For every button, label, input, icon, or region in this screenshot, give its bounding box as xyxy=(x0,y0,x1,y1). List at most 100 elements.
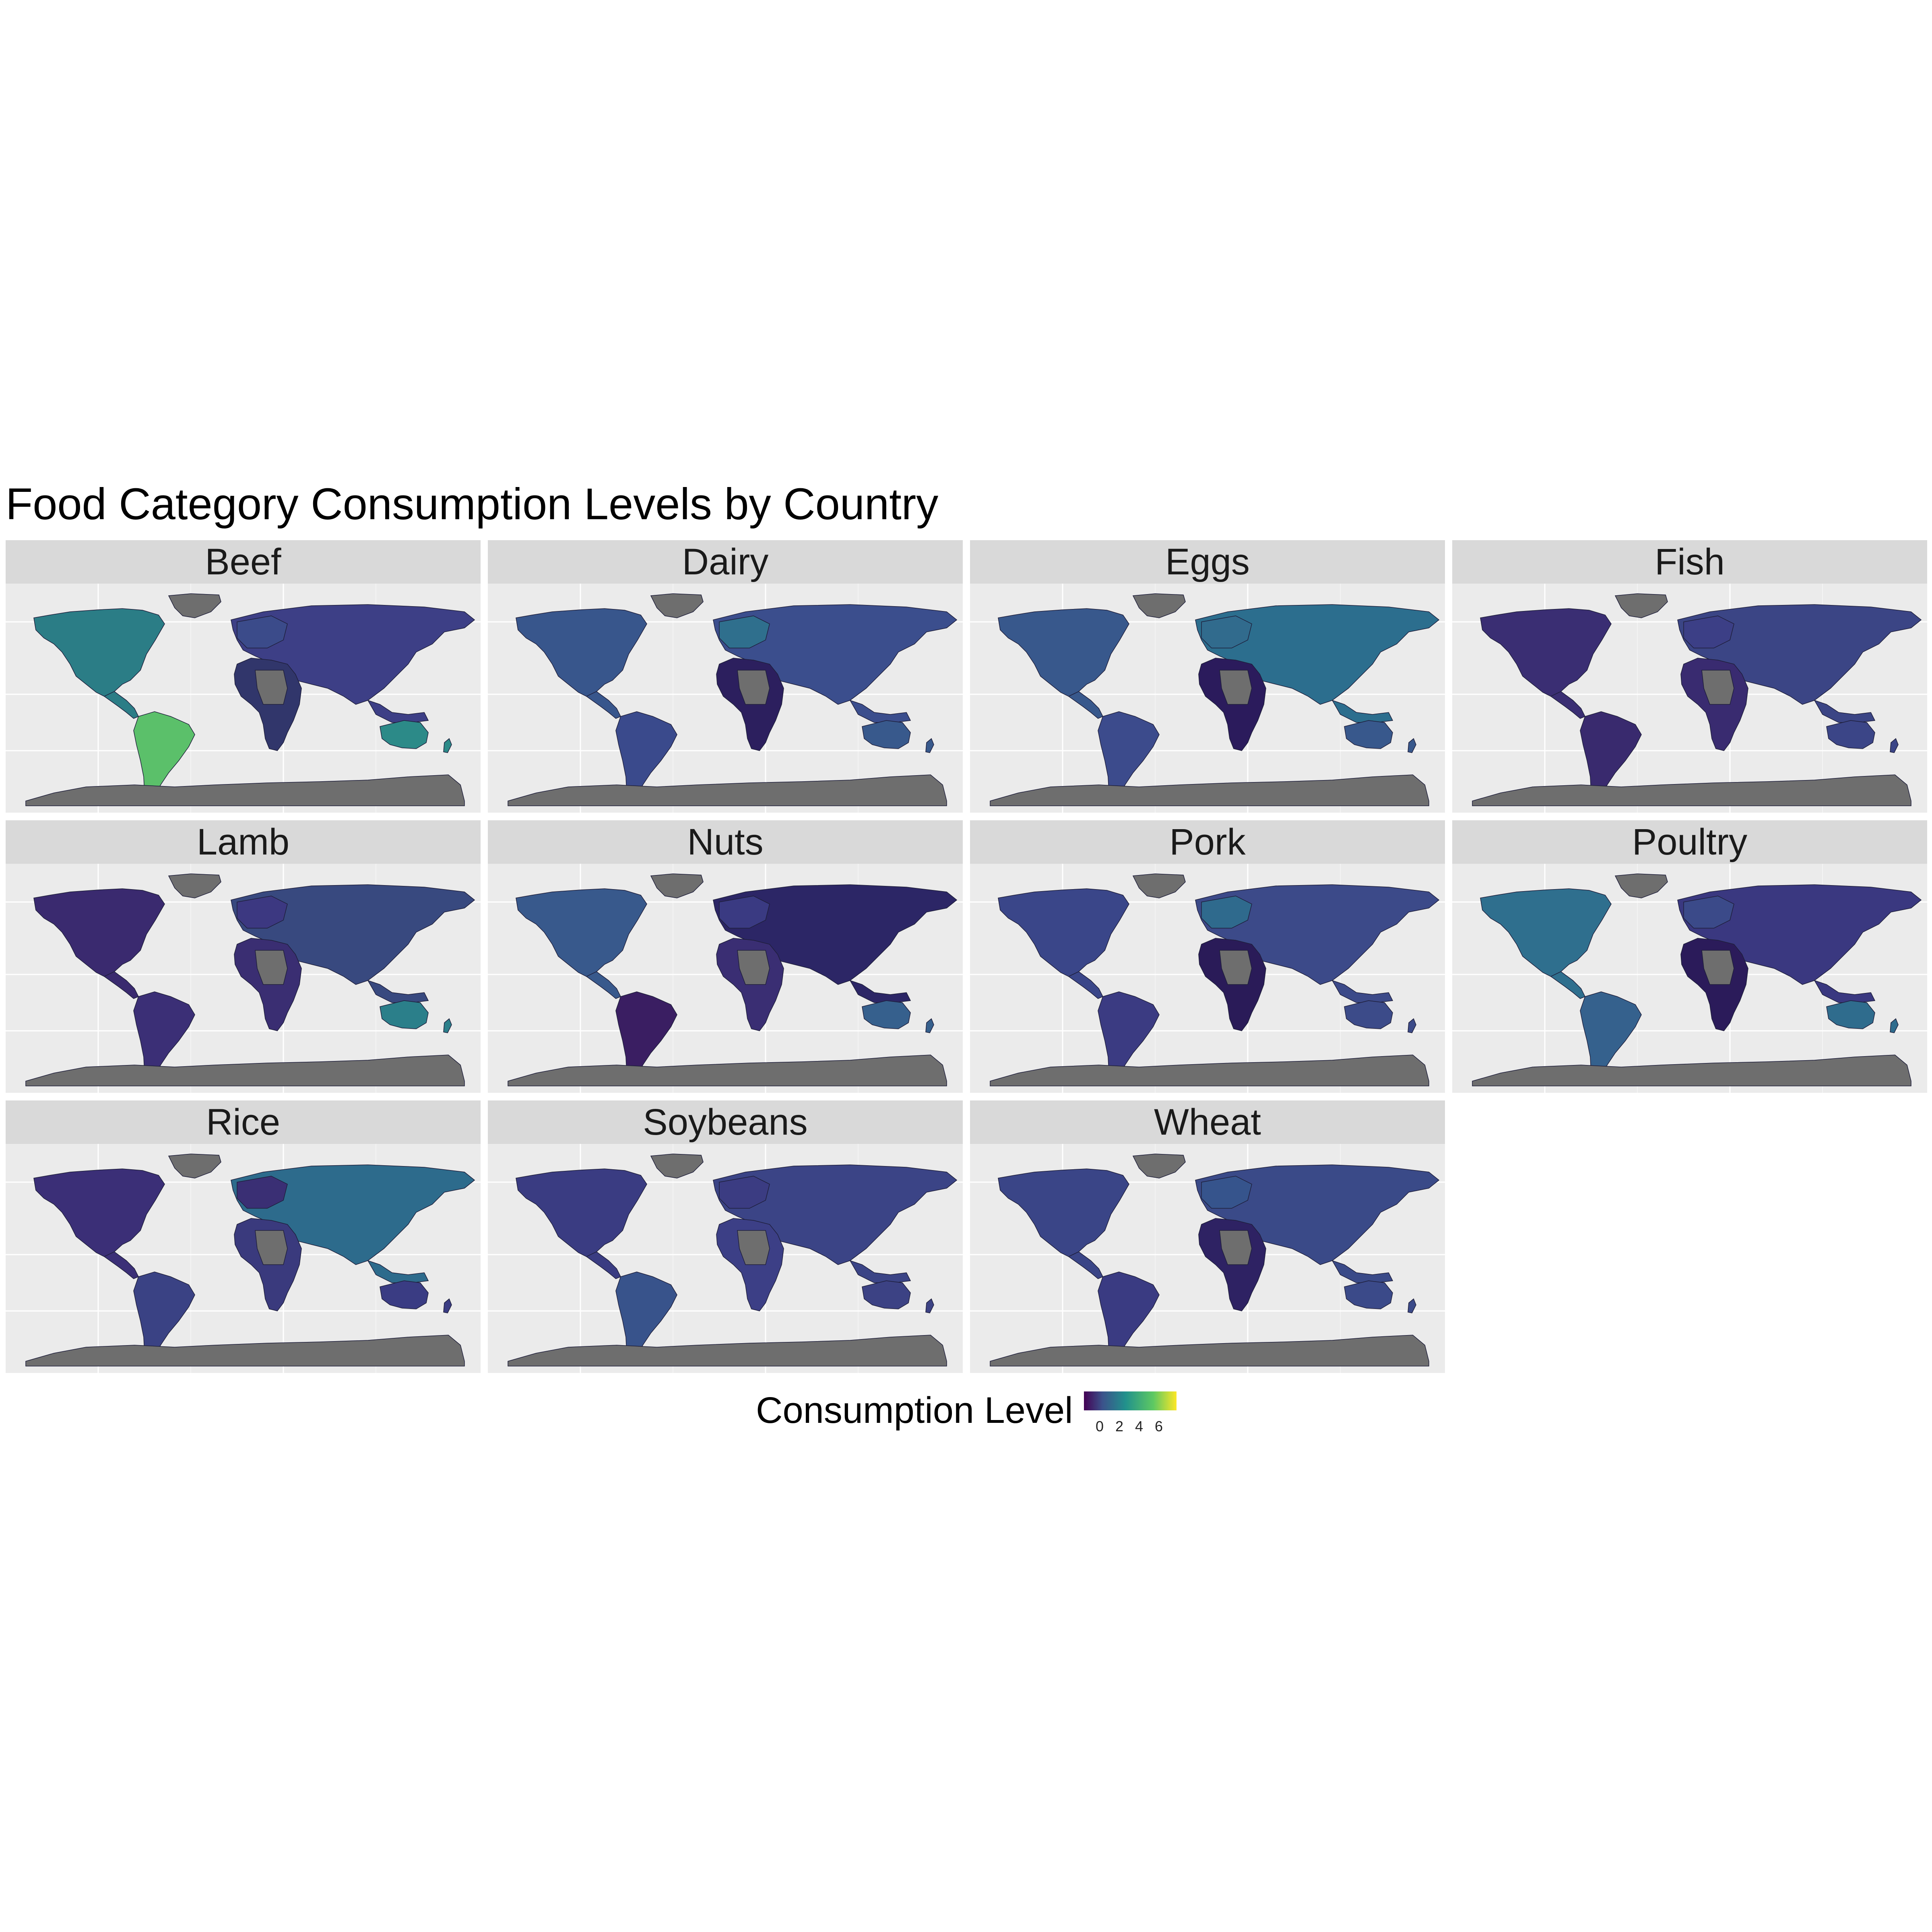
region-europe xyxy=(1201,615,1252,648)
region-greenland xyxy=(1614,593,1668,618)
region-north-america xyxy=(33,888,165,977)
facet-strip-label: Dairy xyxy=(488,540,963,584)
facet-panel: Lamb xyxy=(6,820,481,1093)
region-europe xyxy=(237,615,288,648)
region-north-america xyxy=(998,1168,1129,1257)
region-central-america xyxy=(103,1251,139,1279)
region-antarctica xyxy=(990,774,1429,806)
facet-map-plot xyxy=(488,1144,963,1373)
region-oceania xyxy=(1826,1000,1875,1029)
region-central-america xyxy=(1068,691,1104,719)
region-antarctica xyxy=(508,1055,947,1086)
legend-title: Consumption Level xyxy=(756,1390,1073,1431)
region-europe xyxy=(1201,1176,1252,1209)
facet-strip-label: Wheat xyxy=(970,1100,1445,1144)
legend-tick: 4 xyxy=(1135,1418,1144,1435)
region-oceania xyxy=(862,1000,911,1029)
region-oceania xyxy=(380,720,429,749)
region-central-america xyxy=(586,691,621,719)
facet-strip-label: Eggs xyxy=(970,540,1445,584)
region-southeast-asia xyxy=(1331,1260,1393,1283)
region-north-america xyxy=(33,1168,165,1257)
legend-colorbar xyxy=(1084,1391,1177,1410)
region-greenland xyxy=(1614,873,1668,898)
region-new-zealand xyxy=(925,738,934,753)
facet-map-plot xyxy=(6,864,481,1093)
world-map xyxy=(1452,584,1927,813)
region-south-america xyxy=(133,991,195,1084)
region-oceania xyxy=(380,1000,429,1029)
region-south-america xyxy=(133,711,195,804)
region-antarctica xyxy=(1472,774,1911,806)
facet-strip-label: Beef xyxy=(6,540,481,584)
region-antarctica xyxy=(1472,1055,1911,1086)
region-central-america xyxy=(1068,971,1104,999)
region-europe xyxy=(719,1176,770,1209)
facet-panel: Poultry xyxy=(1452,820,1927,1093)
region-south-america xyxy=(615,711,677,804)
region-no-data xyxy=(255,950,288,985)
region-no-data xyxy=(1701,950,1734,985)
region-north-america xyxy=(516,1168,647,1257)
region-europe xyxy=(719,896,770,929)
facet-map-plot xyxy=(970,864,1445,1093)
region-oceania xyxy=(380,1280,429,1309)
region-no-data xyxy=(255,1230,288,1265)
facet-map-plot xyxy=(6,1144,481,1373)
facet-map-plot xyxy=(488,584,963,813)
region-no-data xyxy=(1219,1230,1252,1265)
region-central-america xyxy=(586,1251,621,1279)
region-europe xyxy=(1201,896,1252,929)
region-eurasia xyxy=(713,884,958,985)
region-eurasia xyxy=(1195,884,1440,985)
world-map xyxy=(488,864,963,1093)
region-southeast-asia xyxy=(1331,980,1393,1003)
facet-strip-label: Soybeans xyxy=(488,1100,963,1144)
world-map xyxy=(970,584,1445,813)
region-central-america xyxy=(586,971,621,999)
region-europe xyxy=(1683,615,1734,648)
region-southeast-asia xyxy=(367,700,429,723)
region-southeast-asia xyxy=(367,980,429,1003)
legend-tick: 0 xyxy=(1095,1418,1104,1435)
region-oceania xyxy=(1344,720,1393,749)
region-antarctica xyxy=(990,1335,1429,1366)
region-new-zealand xyxy=(443,738,452,753)
world-map xyxy=(6,584,481,813)
region-greenland xyxy=(168,873,221,898)
region-eurasia xyxy=(231,884,475,985)
region-southeast-asia xyxy=(1814,700,1876,723)
region-greenland xyxy=(1132,593,1186,618)
legend-tick: 2 xyxy=(1115,1418,1124,1435)
region-antarctica xyxy=(508,1335,947,1366)
region-north-america xyxy=(1480,888,1612,977)
region-new-zealand xyxy=(443,1018,452,1033)
region-antarctica xyxy=(25,774,465,806)
region-europe xyxy=(719,615,770,648)
region-south-america xyxy=(615,1271,677,1364)
region-south-america xyxy=(1580,991,1642,1084)
region-south-america xyxy=(1098,1271,1160,1364)
region-no-data xyxy=(255,670,288,705)
facet-map-plot xyxy=(970,584,1445,813)
region-oceania xyxy=(1344,1280,1393,1309)
region-southeast-asia xyxy=(1814,980,1876,1003)
region-north-america xyxy=(516,608,647,697)
facet-map-plot xyxy=(970,1144,1445,1373)
region-antarctica xyxy=(508,774,947,806)
region-greenland xyxy=(1132,873,1186,898)
world-map xyxy=(6,1144,481,1373)
region-europe xyxy=(237,896,288,929)
region-europe xyxy=(1683,896,1734,929)
facet-map-plot xyxy=(1452,584,1927,813)
region-central-america xyxy=(103,691,139,719)
facet-strip-label: Fish xyxy=(1452,540,1927,584)
region-north-america xyxy=(998,608,1129,697)
region-no-data xyxy=(737,670,770,705)
world-map xyxy=(970,864,1445,1093)
region-north-america xyxy=(1480,608,1612,697)
region-north-america xyxy=(998,888,1129,977)
region-eurasia xyxy=(713,1164,958,1265)
facet-strip-label: Nuts xyxy=(488,820,963,864)
region-new-zealand xyxy=(925,1298,934,1313)
